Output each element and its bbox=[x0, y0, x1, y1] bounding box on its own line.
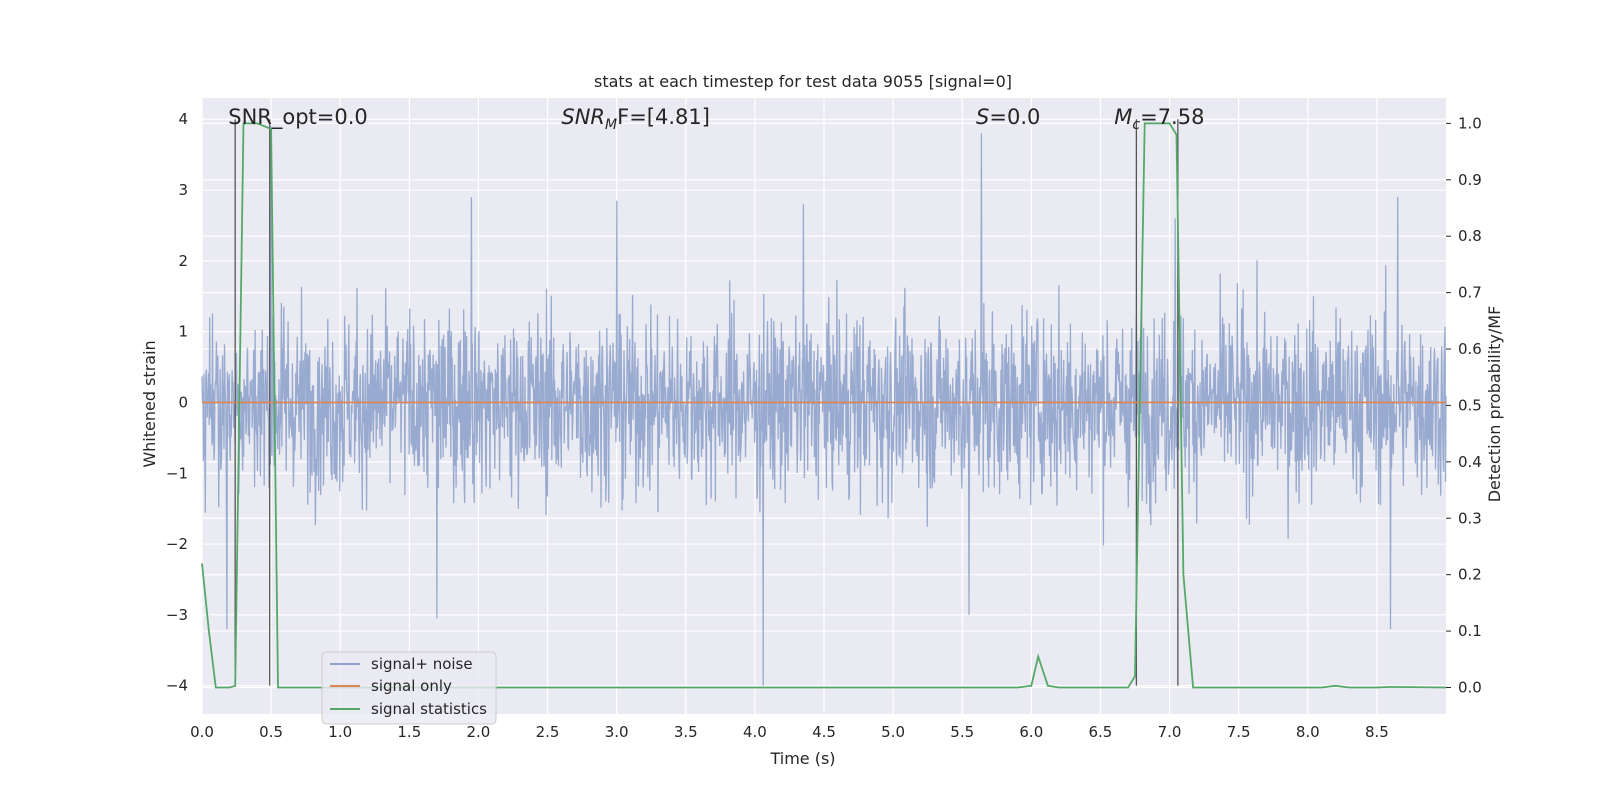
signal-noise-line bbox=[201, 126, 1447, 686]
x-tick-label: 5.0 bbox=[881, 723, 905, 741]
annotation-snr-opt: SNR_opt=0.0 bbox=[228, 105, 368, 130]
y-right-tick-label: 0.3 bbox=[1458, 509, 1482, 527]
y-left-tick-label: −3 bbox=[166, 606, 188, 624]
x-tick-label: 7.5 bbox=[1227, 723, 1251, 741]
y-left-tick-label: 4 bbox=[178, 110, 188, 128]
x-tick-label: 6.0 bbox=[1019, 723, 1043, 741]
y-right-tick-label: 0.1 bbox=[1458, 622, 1482, 640]
series-signal-statistics bbox=[201, 122, 1447, 689]
y-right-tick-label: 0.9 bbox=[1458, 171, 1482, 189]
legend: signal+ noise signal only signal statist… bbox=[321, 651, 497, 725]
y-left-tick-label: 2 bbox=[178, 252, 188, 270]
signal-statistics-line bbox=[201, 122, 1447, 689]
x-tick-label: 1.5 bbox=[397, 723, 421, 741]
x-tick-label: 2.5 bbox=[536, 723, 560, 741]
y-right-tick-label: 0.6 bbox=[1458, 340, 1482, 358]
x-tick-label: 5.5 bbox=[950, 723, 974, 741]
annotation-mc-val: Mc=7.58 bbox=[1114, 105, 1204, 133]
annotation-snr-mf: SNRMF=[4.81] bbox=[561, 105, 710, 133]
x-tick-label: 6.5 bbox=[1089, 723, 1113, 741]
y-left-tick-label: 3 bbox=[178, 181, 188, 199]
x-tick-label: 1.0 bbox=[328, 723, 352, 741]
y-right-tick-label: 0.7 bbox=[1458, 284, 1482, 302]
legend-box bbox=[321, 651, 497, 725]
x-tick-label: 7.0 bbox=[1158, 723, 1182, 741]
annotation-s-val: S=0.0 bbox=[976, 105, 1040, 129]
y-right-tick-label: 1.0 bbox=[1458, 114, 1482, 132]
y-left-tick-label: −1 bbox=[166, 464, 188, 482]
x-axis-ticks: 0.0 0.5 1.0 1.5 2.0 2.5 3.0 3.5 4.0 4.5 5.0 5.5 6.0 6… bbox=[190, 723, 1389, 741]
y-left-tick-label: −4 bbox=[166, 677, 188, 695]
x-tick-label: 4.0 bbox=[743, 723, 767, 741]
x-tick-label: 8.5 bbox=[1365, 723, 1389, 741]
y-left-tick-label: −2 bbox=[166, 535, 188, 553]
y-right-axis-ticks: 1.0 0.9 0.8 0.7 0.6 0.5 0.4 0.3 0.2 0.1 0.0 bbox=[1446, 114, 1482, 696]
y-right-tick-label: 0.2 bbox=[1458, 566, 1482, 584]
x-tick-label: 4.5 bbox=[812, 723, 836, 741]
annotations: SNR_opt=0.0 SNRMF=[4.81] S=0.0 Mc=7.58 bbox=[228, 105, 1204, 133]
x-axis-label: Time (s) bbox=[769, 749, 835, 768]
y-right-tick-label: 0.5 bbox=[1458, 396, 1482, 414]
x-tick-label: 2.0 bbox=[467, 723, 491, 741]
y-left-axis-label: Whitened strain bbox=[140, 340, 159, 467]
y-right-tick-label: 0.0 bbox=[1458, 678, 1482, 696]
y-left-axis-ticks: 4 3 2 1 0 −1 −2 −3 −4 bbox=[166, 110, 188, 694]
legend-label-signal-statistics: signal statistics bbox=[371, 700, 487, 718]
x-tick-label: 0.0 bbox=[190, 723, 214, 741]
x-tick-label: 0.5 bbox=[259, 723, 283, 741]
x-tick-label: 3.5 bbox=[674, 723, 698, 741]
x-tick-label: 8.0 bbox=[1296, 723, 1320, 741]
y-right-tick-label: 0.8 bbox=[1458, 227, 1482, 245]
y-left-tick-label: 0 bbox=[178, 393, 188, 411]
y-right-axis-label: Detection probability/MF bbox=[1485, 306, 1504, 503]
x-tick-label: 3.0 bbox=[605, 723, 629, 741]
legend-label-signal-noise: signal+ noise bbox=[371, 655, 473, 673]
chart-title: stats at each timestep for test data 905… bbox=[594, 72, 1012, 91]
y-right-tick-label: 0.4 bbox=[1458, 453, 1482, 471]
series-signal-noise bbox=[201, 126, 1447, 686]
y-left-tick-label: 1 bbox=[178, 323, 188, 341]
legend-label-signal-only: signal only bbox=[371, 677, 452, 695]
